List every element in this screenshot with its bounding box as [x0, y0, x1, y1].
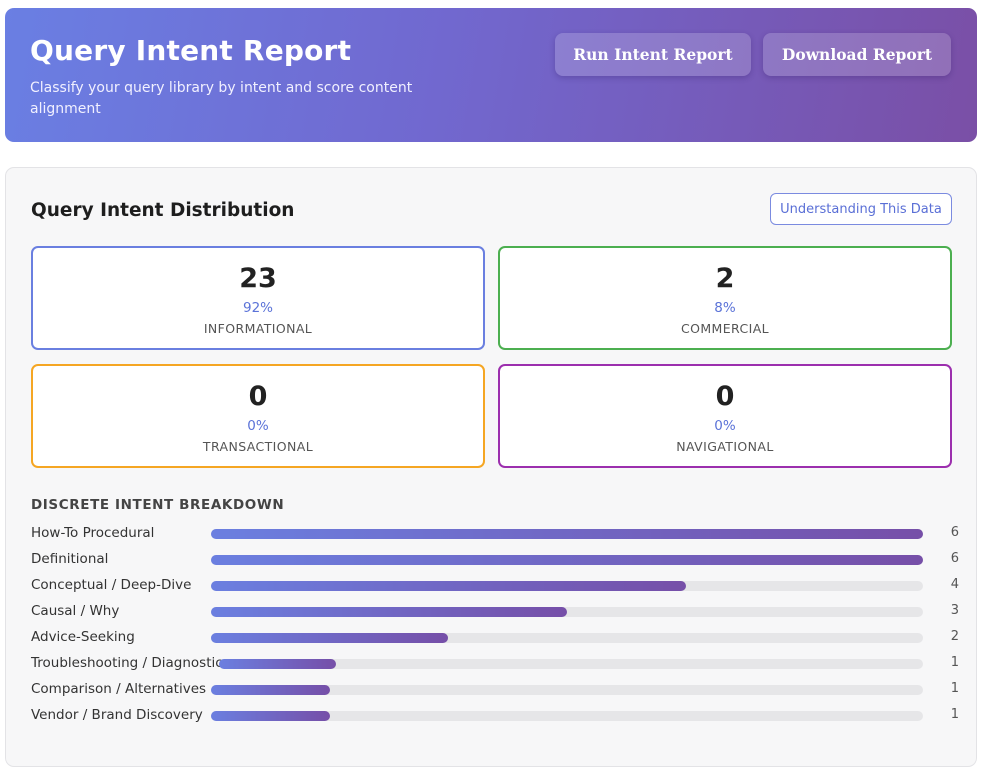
breakdown-row: Definitional 6	[31, 549, 961, 575]
card-percent: 0%	[714, 418, 736, 434]
breakdown-count: 1	[950, 655, 959, 670]
card-count: 23	[239, 263, 277, 294]
breakdown-bar-track	[211, 529, 923, 539]
breakdown-count: 6	[950, 551, 959, 566]
run-intent-report-button[interactable]: Run Intent Report	[555, 33, 751, 76]
breakdown-count: 1	[950, 681, 959, 696]
card-percent: 92%	[242, 300, 273, 316]
card-count: 2	[715, 263, 735, 294]
breakdown-count: 2	[950, 629, 959, 644]
informational-card: 23 92% INFORMATIONAL	[31, 246, 485, 350]
breakdown-label: Comparison / Alternatives	[31, 681, 207, 697]
breakdown-bar-track	[211, 711, 923, 721]
breakdown-label: Conceptual / Deep-Dive	[31, 577, 192, 593]
breakdown-label: Troubleshooting / Diagnostic	[31, 655, 223, 671]
breakdown-row: Troubleshooting / Diagnostic 1	[31, 653, 961, 679]
card-count: 0	[715, 381, 735, 412]
breakdown-bar-fill	[211, 685, 330, 695]
breakdown-bar-track	[211, 685, 923, 695]
breakdown-label: How-To Procedural	[31, 525, 155, 541]
navigational-card: 0 0% NAVIGATIONAL	[498, 364, 952, 468]
breakdown-bar-fill	[211, 607, 567, 617]
intent-breakdown-list: How-To Procedural 6 Definitional 6 Conce…	[31, 523, 961, 731]
download-report-button[interactable]: Download Report	[763, 33, 951, 76]
breakdown-row: Advice-Seeking 2	[31, 627, 961, 653]
card-label: COMMERCIAL	[680, 321, 770, 336]
breakdown-bar-fill	[211, 711, 330, 721]
breakdown-bar-fill	[211, 555, 923, 565]
report-header: Query Intent Report Classify your query …	[5, 8, 977, 142]
breakdown-bar-fill	[211, 529, 923, 539]
breakdown-bar-track	[211, 633, 923, 643]
breakdown-count: 3	[950, 603, 959, 618]
breakdown-bar-fill	[219, 659, 337, 669]
page-subtitle: Classify your query library by intent an…	[30, 80, 413, 117]
breakdown-bar-fill	[211, 581, 686, 591]
commercial-card: 2 8% COMMERCIAL	[498, 246, 952, 350]
understanding-data-button[interactable]: Understanding This Data	[770, 193, 952, 225]
breakdown-bar-track	[211, 555, 923, 565]
card-percent: 0%	[247, 418, 269, 434]
breakdown-bar-track	[219, 659, 923, 669]
breakdown-row: How-To Procedural 6	[31, 523, 961, 549]
breakdown-label: Causal / Why	[31, 603, 120, 619]
breakdown-label: Definitional	[31, 551, 109, 567]
breakdown-title: DISCRETE INTENT BREAKDOWN	[31, 497, 285, 513]
breakdown-bar-track	[211, 581, 923, 591]
card-label: NAVIGATIONAL	[676, 439, 774, 454]
breakdown-count: 6	[950, 525, 959, 540]
breakdown-count: 4	[950, 577, 959, 592]
page-title: Query Intent Report	[30, 34, 352, 67]
card-percent: 8%	[714, 300, 736, 316]
breakdown-label: Advice-Seeking	[31, 629, 135, 645]
breakdown-count: 1	[950, 707, 959, 722]
section-heading: Query Intent Distribution	[31, 200, 295, 221]
transactional-card: 0 0% TRANSACTIONAL	[31, 364, 485, 468]
breakdown-bar-fill	[211, 633, 449, 643]
card-label: INFORMATIONAL	[203, 321, 313, 336]
intent-distribution-panel: Query Intent Distribution Understanding …	[5, 167, 977, 767]
breakdown-row: Conceptual / Deep-Dive 4	[31, 575, 961, 601]
card-label: TRANSACTIONAL	[202, 439, 314, 454]
breakdown-label: Vendor / Brand Discovery	[31, 707, 203, 723]
breakdown-row: Causal / Why 3	[31, 601, 961, 627]
card-count: 0	[248, 381, 268, 412]
breakdown-row: Comparison / Alternatives 1	[31, 679, 961, 705]
breakdown-bar-track	[211, 607, 923, 617]
breakdown-row: Vendor / Brand Discovery 1	[31, 705, 961, 731]
